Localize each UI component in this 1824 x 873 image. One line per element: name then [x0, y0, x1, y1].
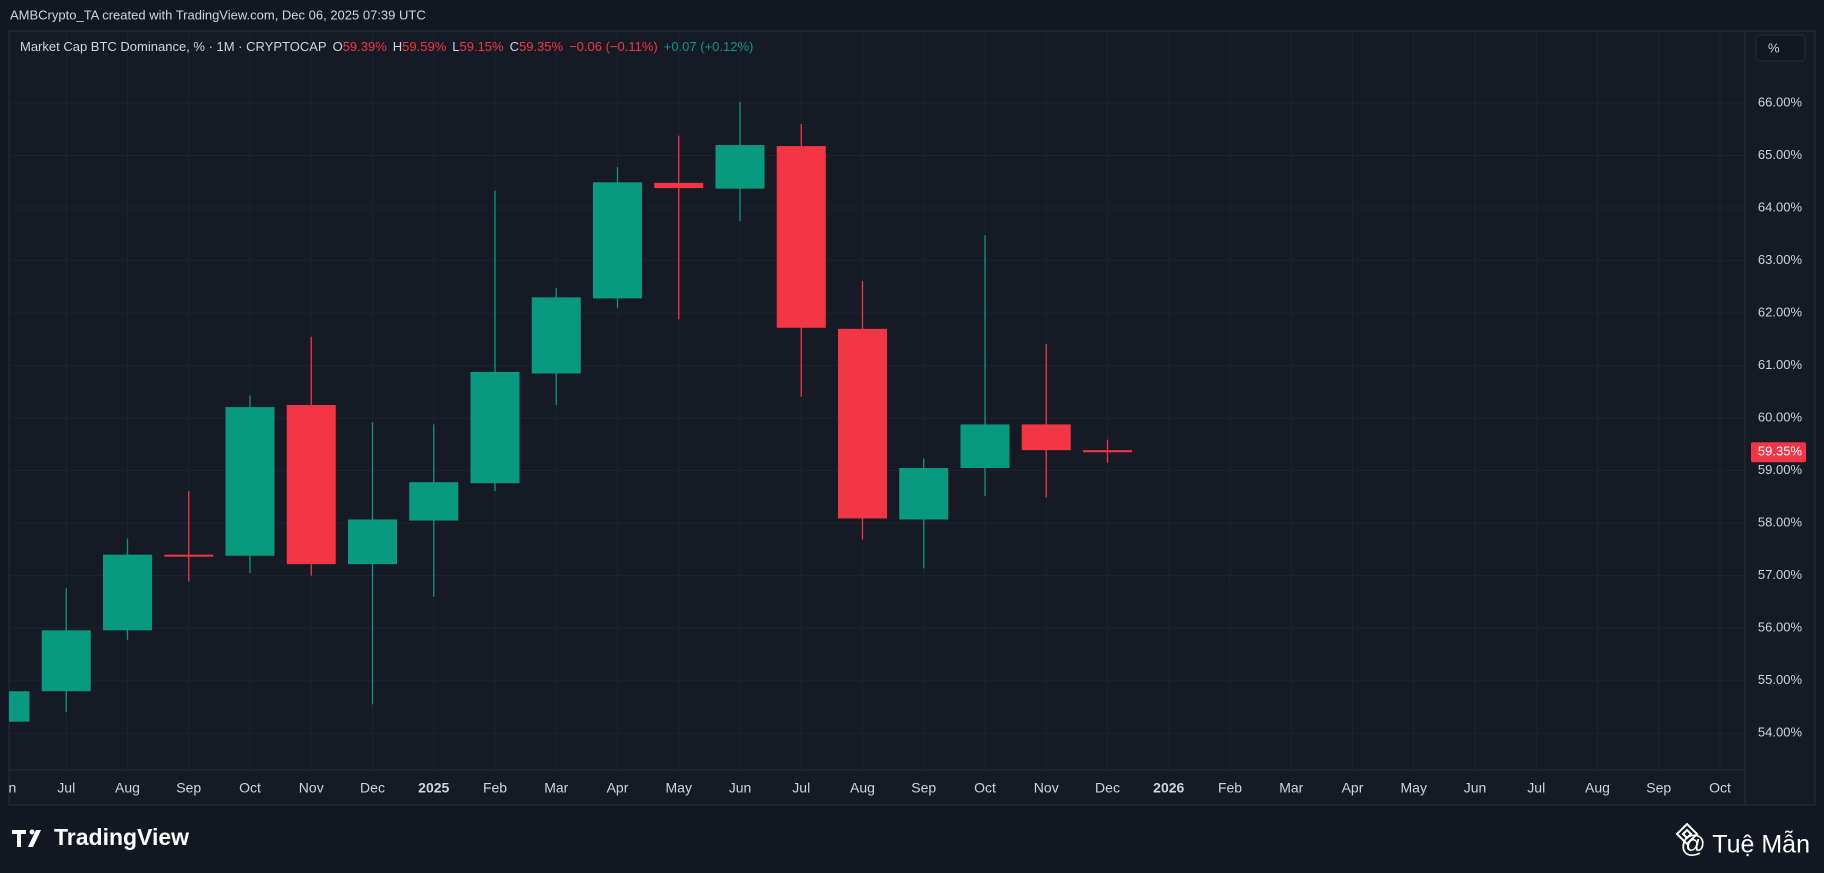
x-tick-label: Feb [483, 780, 507, 796]
legend-value: 59.35% [519, 39, 564, 54]
legend-key: H [393, 39, 402, 54]
candles [9, 101, 1132, 722]
candle-body [470, 371, 520, 484]
candle-body [654, 182, 704, 189]
y-tick-label: 64.00% [1758, 199, 1803, 214]
candle-body [286, 405, 336, 565]
x-tick-label: Jul [792, 780, 810, 796]
x-tick-label: Oct [239, 780, 261, 796]
x-tick-label: Jun [1464, 780, 1487, 796]
x-tick-label: Jul [1527, 780, 1545, 796]
x-tick-label: Jun [0, 780, 16, 796]
x-tick-label: Nov [1034, 780, 1059, 796]
credit-icon [1675, 822, 1699, 846]
y-tick-label: 54.00% [1758, 725, 1803, 740]
y-tick-label: 63.00% [1758, 252, 1803, 267]
x-tick-label: Jun [729, 780, 752, 796]
legend-value: −0.06 (−0.11%) [569, 39, 658, 54]
brand: TradingView [54, 824, 189, 850]
candle-body [776, 146, 826, 328]
y-tick-label: 62.00% [1758, 305, 1803, 320]
y-tick-label: 60.00% [1758, 410, 1803, 425]
candle-body [348, 519, 397, 565]
x-tick-label: Oct [974, 780, 996, 796]
y-tick-label: 66.00% [1758, 94, 1803, 109]
x-tick-label: Aug [1585, 780, 1610, 796]
symbol: Market Cap BTC Dominance, % · 1M · CRYPT… [20, 39, 327, 54]
legend-value: 59.15% [460, 39, 505, 54]
y-tick-label: 55.00% [1758, 672, 1803, 687]
x-tick-label: Feb [1218, 780, 1242, 796]
x-tick-label: Apr [607, 780, 629, 796]
candle-body [899, 468, 949, 520]
scale-button-label[interactable]: % [1768, 40, 1780, 55]
legend-value: +0.07 (+0.12%) [664, 39, 754, 54]
candle-body [1021, 424, 1071, 451]
legend: Market Cap BTC Dominance, % · 1M · CRYPT… [20, 39, 753, 54]
y-tick-label: 58.00% [1758, 515, 1803, 530]
y-tick-label: 57.00% [1758, 567, 1803, 582]
logo-dot [29, 829, 35, 835]
x-tick-label: Aug [115, 780, 140, 796]
candle-body [593, 182, 642, 299]
x-tick-label: May [666, 780, 692, 796]
attribution: AMBCrypto_TA created with TradingView.co… [10, 7, 426, 22]
x-tick-label: Sep [1646, 780, 1671, 796]
credit: @ Tuệ Mẫn [1680, 830, 1810, 859]
candle-body [225, 407, 275, 556]
legend-key: O [333, 39, 343, 54]
x-tick-label: 2025 [418, 780, 449, 796]
legend-value: 59.59% [402, 39, 447, 54]
legend-key: L [452, 39, 459, 54]
y-tick-label: 56.00% [1758, 620, 1803, 635]
candle-body [41, 630, 91, 692]
candle-body [838, 328, 887, 519]
x-tick-label: Apr [1342, 780, 1364, 796]
candle-body [164, 554, 214, 557]
x-tick-label: Sep [176, 780, 201, 796]
candle-body [1083, 450, 1132, 453]
candle-body [531, 297, 581, 374]
x-tick-label: Nov [299, 780, 324, 796]
x-tick-label: Sep [911, 780, 936, 796]
x-tick-label: Mar [1279, 780, 1303, 796]
candle-body [960, 424, 1010, 469]
logo-icon [12, 830, 41, 847]
legend-key: C [510, 39, 519, 54]
candle-body [715, 145, 765, 189]
x-tick-label: Dec [1095, 780, 1120, 796]
x-tick-label: Mar [544, 780, 568, 796]
x-tick-label: Oct [1709, 780, 1731, 796]
candle-body [103, 554, 152, 631]
x-tick-label: 2026 [1153, 780, 1184, 796]
footer-logo: TradingView [12, 824, 189, 850]
y-tick-label: 59.00% [1758, 462, 1803, 477]
candle-body [9, 691, 30, 722]
last-price-box [1751, 442, 1806, 463]
x-tick-label: Aug [850, 780, 875, 796]
y-tick-label: 61.00% [1758, 357, 1803, 372]
scale-button[interactable] [1755, 34, 1806, 62]
price-axis: 54.00% 55.00% 56.00% 57.00% 58.00% 59.00% 60.0… [1751, 94, 1806, 740]
x-tick-label: May [1401, 780, 1427, 796]
x-tick-label: Dec [360, 780, 385, 796]
y-tick-label: 65.00% [1758, 147, 1803, 162]
candle-body [409, 482, 459, 521]
time-axis: Jun Jul Aug Sep Oct Nov Dec 2025 Feb Mar Apr May Jun… [0, 780, 1731, 796]
legend-value: 59.39% [343, 39, 388, 54]
last-price-label: 59.35% [1758, 444, 1803, 459]
x-tick-label: Jul [57, 780, 75, 796]
